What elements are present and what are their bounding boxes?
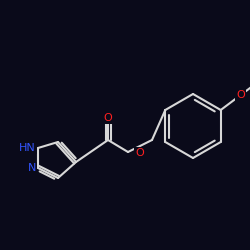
Text: N: N: [28, 163, 36, 173]
Text: HN: HN: [19, 143, 36, 153]
Text: O: O: [135, 148, 144, 158]
Text: O: O: [104, 113, 112, 123]
Text: O: O: [236, 90, 245, 100]
